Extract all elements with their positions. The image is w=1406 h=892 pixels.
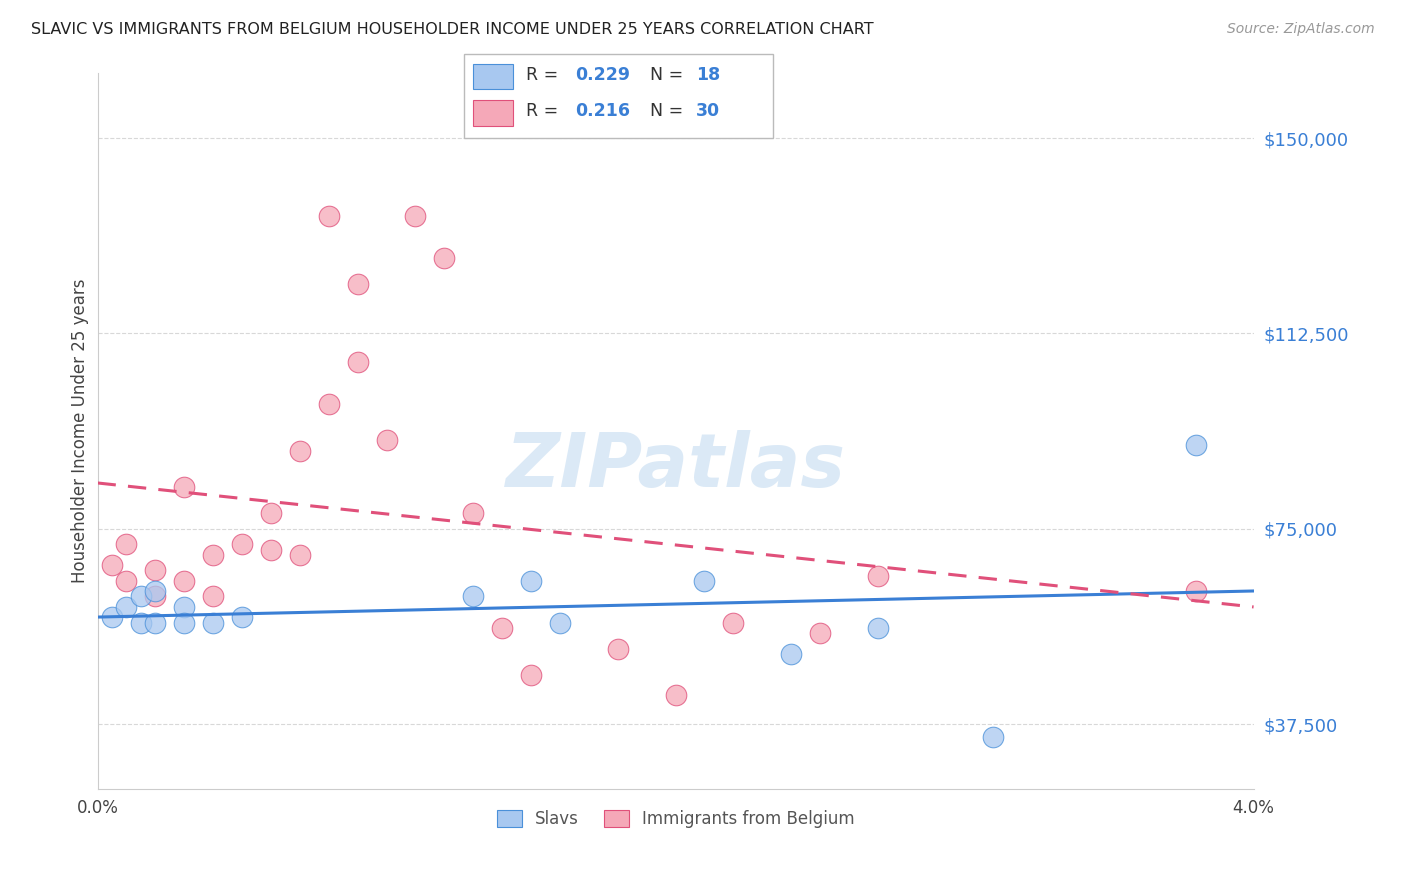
Point: [145, 615, 167, 630]
Point: [145, 584, 167, 599]
Point: [405, 209, 427, 223]
Point: [606, 641, 628, 656]
Point: [346, 355, 368, 369]
Text: SLAVIC VS IMMIGRANTS FROM BELGIUM HOUSEHOLDER INCOME UNDER 25 YEARS CORRELATION : SLAVIC VS IMMIGRANTS FROM BELGIUM HOUSEH…: [31, 22, 873, 37]
Point: [346, 277, 368, 291]
Text: R =: R =: [526, 103, 564, 120]
Point: [202, 590, 225, 604]
Point: [723, 615, 745, 630]
Point: [101, 610, 124, 624]
Point: [866, 568, 889, 582]
Text: Source: ZipAtlas.com: Source: ZipAtlas.com: [1227, 22, 1375, 37]
Text: 30: 30: [696, 103, 720, 120]
Point: [866, 621, 889, 635]
Point: [1184, 438, 1206, 452]
Text: 0.216: 0.216: [575, 103, 630, 120]
Point: [318, 397, 340, 411]
Text: R =: R =: [526, 66, 564, 84]
Point: [693, 574, 716, 588]
Point: [665, 689, 688, 703]
Point: [260, 542, 283, 557]
Point: [145, 590, 167, 604]
Point: [463, 590, 485, 604]
FancyBboxPatch shape: [464, 54, 773, 138]
Point: [173, 599, 195, 614]
Bar: [474, 63, 513, 89]
Point: [375, 434, 398, 448]
Point: [318, 209, 340, 223]
Point: [115, 574, 138, 588]
Point: [202, 548, 225, 562]
Text: 0.229: 0.229: [575, 66, 630, 84]
Point: [115, 537, 138, 551]
Legend: Slavs, Immigrants from Belgium: Slavs, Immigrants from Belgium: [489, 803, 862, 835]
Text: ZIPatlas: ZIPatlas: [506, 431, 845, 503]
Point: [808, 626, 831, 640]
Point: [129, 590, 152, 604]
Point: [548, 615, 571, 630]
Point: [173, 574, 195, 588]
Point: [173, 615, 195, 630]
Point: [780, 647, 803, 661]
Point: [173, 480, 195, 494]
Point: [231, 537, 253, 551]
Point: [260, 506, 283, 520]
Point: [288, 548, 311, 562]
Point: [202, 615, 225, 630]
Point: [983, 730, 1005, 744]
Point: [101, 558, 124, 573]
Point: [129, 615, 152, 630]
Text: N =: N =: [650, 103, 689, 120]
Point: [433, 251, 456, 265]
Y-axis label: Householder Income Under 25 years: Householder Income Under 25 years: [72, 279, 89, 583]
Point: [145, 564, 167, 578]
Point: [115, 599, 138, 614]
Point: [520, 574, 543, 588]
Point: [231, 610, 253, 624]
Text: 18: 18: [696, 66, 720, 84]
Point: [520, 667, 543, 681]
Bar: [474, 100, 513, 126]
Point: [463, 506, 485, 520]
Point: [288, 443, 311, 458]
Text: N =: N =: [650, 66, 689, 84]
Point: [1184, 584, 1206, 599]
Point: [491, 621, 513, 635]
